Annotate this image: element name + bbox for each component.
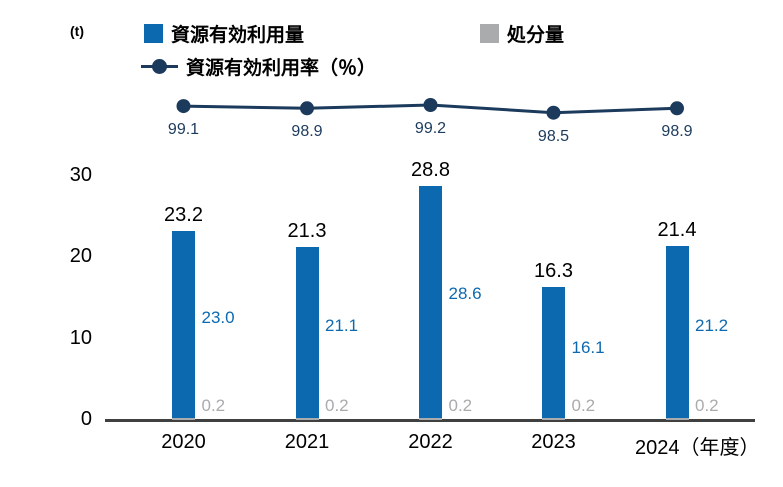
line-dot <box>176 99 191 114</box>
disposal-value-label: 0.2 <box>448 396 473 415</box>
bar-segment-recycled <box>542 287 565 418</box>
line-percent-label: 99.2 <box>414 120 447 137</box>
recycled-value-label: 21.1 <box>325 316 359 336</box>
recycled-value-label: 21.2 <box>695 316 729 336</box>
line-dot <box>423 98 438 112</box>
recycled-value-label: 28.6 <box>448 283 482 303</box>
disposal-value-label: 0.2 <box>695 396 719 415</box>
line-percent-label: 98.5 <box>537 127 570 145</box>
bar-total-label: 21.3 <box>287 219 327 242</box>
x-axis-label: 2020 <box>161 431 206 453</box>
legend-row-bars: 資源有効利用量 処分量 <box>144 20 564 47</box>
bar-total-label: 21.4 <box>657 219 697 242</box>
x-axis-line <box>105 419 755 422</box>
disposal-value-label: 0.2 <box>325 396 349 415</box>
bar-segment-recycled <box>419 185 442 418</box>
line-dot <box>546 105 561 120</box>
bar-segment-disposal <box>665 418 689 420</box>
y-axis-tick: 0 <box>80 408 92 430</box>
recycled-value-label: 23.0 <box>201 308 235 328</box>
legend-label-disposal-amount: 処分量 <box>507 25 565 46</box>
disposal-value-label: 0.2 <box>201 396 226 415</box>
bar-segment-disposal <box>419 418 442 420</box>
bar-segment-recycled <box>295 246 319 418</box>
disposal-value-label: 0.2 <box>571 396 596 415</box>
y-axis-tick: 30 <box>69 164 92 187</box>
disposal-amount-swatch-icon <box>480 24 500 43</box>
legend-label-recycle-rate: 資源有効利用率（％） <box>186 58 377 79</box>
bar-segment-disposal <box>295 418 319 420</box>
legend-label-recycled-amount: 資源有効利用量 <box>171 25 305 46</box>
bar-total-label: 16.3 <box>534 260 573 283</box>
line-dot <box>670 101 684 116</box>
line-percent-label: 98.9 <box>661 123 693 141</box>
line-percent-label: 99.1 <box>167 121 200 139</box>
x-axis-label: 2021 <box>284 431 330 453</box>
y-axis-tick: 10 <box>69 326 92 349</box>
line-dot <box>300 101 314 116</box>
bar-total-label: 23.2 <box>164 204 203 227</box>
recycled-amount-swatch-icon <box>144 24 163 43</box>
bar-total-label: 28.8 <box>411 158 450 181</box>
bar-segment-disposal <box>542 418 565 420</box>
line-percent-label: 98.9 <box>291 123 323 141</box>
bar-segment-recycled <box>172 231 195 418</box>
line-series-marker-icon <box>141 57 178 76</box>
recycled-value-label: 16.1 <box>571 338 605 358</box>
legend-row-line: 資源有効利用率（％） <box>141 53 376 80</box>
x-axis-label: 2024（年度） <box>635 437 760 459</box>
y-axis-tick: 20 <box>69 245 92 268</box>
x-axis-label: 2022 <box>408 431 453 453</box>
x-axis-label: 2023 <box>531 431 576 453</box>
y-axis-unit-label: (t) <box>70 23 84 39</box>
bar-segment-disposal <box>172 418 195 420</box>
bar-segment-recycled <box>665 246 689 418</box>
